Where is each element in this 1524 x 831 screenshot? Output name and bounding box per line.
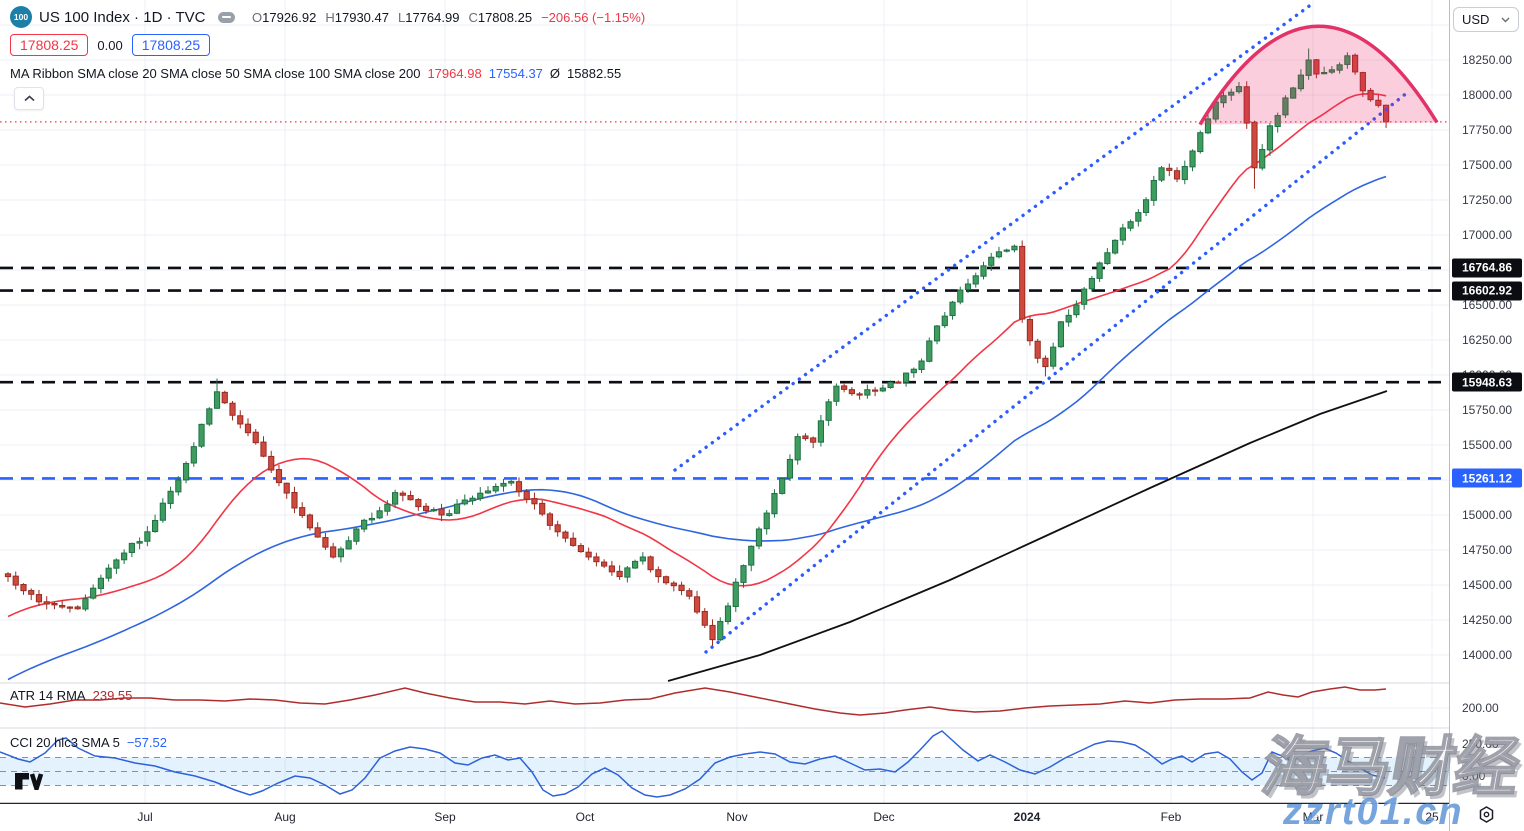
indicator-tick-label: 0.00 — [1462, 769, 1486, 783]
price-level-badge: 15261.12 — [1452, 468, 1522, 488]
price-tick-label: 15750.00 — [1462, 403, 1513, 417]
time-tick-label: 2024 — [1013, 810, 1041, 824]
change-value: −206.56 (−1.15%) — [541, 10, 646, 25]
rounding-top-arc — [1198, 24, 1439, 126]
cci-label: CCI 20 hlc3 SMA 5 — [10, 735, 120, 750]
time-tick-label: Feb — [1160, 810, 1182, 824]
time-tick-label: Nov — [726, 810, 748, 824]
average-symbol: Ø — [549, 66, 561, 81]
moving-averages — [7, 93, 1388, 682]
indicator-tick-label: 200.00 — [1462, 701, 1499, 715]
time-tick-label: Oct — [575, 810, 595, 824]
price-tick-label: 17750.00 — [1462, 123, 1513, 137]
gridlines — [0, 0, 1449, 804]
tradingview-logo[interactable] — [15, 773, 45, 797]
price-tick-label: 16250.00 — [1462, 333, 1513, 347]
sma50-value: 17554.37 — [488, 66, 543, 81]
sell-button[interactable]: 17808.25 — [10, 34, 89, 56]
cci-band — [0, 756, 1449, 787]
chevron-up-icon — [23, 95, 35, 102]
ma-ribbon-legend[interactable]: MA Ribbon SMA close 20 SMA close 50 SMA … — [10, 66, 621, 81]
ma-ribbon-label: MA Ribbon SMA close 20 SMA close 50 SMA … — [10, 66, 421, 81]
atr-value: 239.55 — [92, 688, 133, 703]
price-tick-label: 17250.00 — [1462, 193, 1513, 207]
collapse-panel-button[interactable] — [14, 87, 44, 110]
time-tick-label: 25 — [1425, 810, 1439, 824]
price-tick-label: 17000.00 — [1462, 228, 1513, 242]
symbol-logo: 100 — [10, 6, 32, 28]
timezone-settings-button[interactable] — [1478, 806, 1495, 828]
price-tick-label: 14000.00 — [1462, 648, 1513, 662]
symbol-header[interactable]: 100 US 100 Index · 1D · TVC — [10, 6, 236, 28]
time-tick-label: Sep — [434, 810, 456, 824]
trend-channel — [673, 2, 1410, 654]
cci-value: −57.52 — [126, 735, 167, 750]
indicator-tick-label: 250.00 — [1462, 737, 1499, 751]
price-tick-label: 16500.00 — [1462, 298, 1513, 312]
low-value: L17764.99 — [397, 10, 460, 25]
price-tick-label: 15000.00 — [1462, 508, 1513, 522]
price-tick-label: 18250.00 — [1462, 53, 1513, 67]
time-axis[interactable]: Jul Aug Sep Oct Nov Dec 2024 Feb Mar 25 — [0, 804, 1449, 831]
close-value: C17808.25 — [468, 10, 533, 25]
sma200-value: 15882.55 — [567, 66, 622, 81]
time-tick-label: Aug — [274, 810, 296, 824]
time-tick-label: Mar — [1302, 810, 1324, 824]
indicator-series — [0, 686, 1387, 798]
high-value: H17930.47 — [325, 10, 389, 25]
candlesticks — [4, 48, 1390, 648]
price-level-badge: 16764.86 — [1452, 258, 1522, 278]
currency-label: USD — [1462, 12, 1490, 27]
price-level-badge: 16602.92 — [1452, 281, 1522, 301]
gear-icon — [1479, 806, 1494, 823]
time-tick-label: Dec — [873, 810, 895, 824]
ohlc-values: O17926.92 H17930.47 L17764.99 C17808.25 … — [252, 10, 645, 25]
market-status-icon — [218, 11, 236, 23]
price-tick-label: 15500.00 — [1462, 438, 1513, 452]
pane-separators — [0, 682, 1524, 805]
open-value: O17926.92 — [252, 10, 317, 25]
time-tick-label: Jul — [137, 810, 153, 824]
price-tick-label: 18000.00 — [1462, 88, 1513, 102]
spread-value: 0.00 — [97, 37, 123, 53]
price-tick-label: 14500.00 — [1462, 578, 1513, 592]
buy-button[interactable]: 17808.25 — [131, 34, 211, 56]
price-tick-label: 14750.00 — [1462, 543, 1513, 557]
cci-legend[interactable]: CCI 20 hlc3 SMA 5 −57.52 — [10, 735, 167, 750]
atr-label: ATR 14 RMA — [10, 688, 86, 703]
tradingview-logo-icon — [15, 773, 44, 797]
chevron-down-icon — [1501, 17, 1510, 22]
symbol-title[interactable]: US 100 Index · 1D · TVC — [39, 8, 206, 26]
price-levels — [0, 266, 1449, 480]
atr-legend[interactable]: ATR 14 RMA 239.55 — [10, 688, 132, 703]
price-axis[interactable]: 18250.00 18000.00 17750.00 17500.00 17250.00… — [1449, 0, 1524, 831]
quote-row: 17808.25 0.00 17808.25 — [10, 34, 211, 56]
price-level-badge: 15948.63 — [1452, 372, 1522, 392]
price-tick-label: 17500.00 — [1462, 158, 1513, 172]
currency-dropdown[interactable]: USD — [1453, 7, 1519, 32]
price-tick-label: 14250.00 — [1462, 613, 1513, 627]
sma20-value: 17964.98 — [427, 66, 482, 81]
